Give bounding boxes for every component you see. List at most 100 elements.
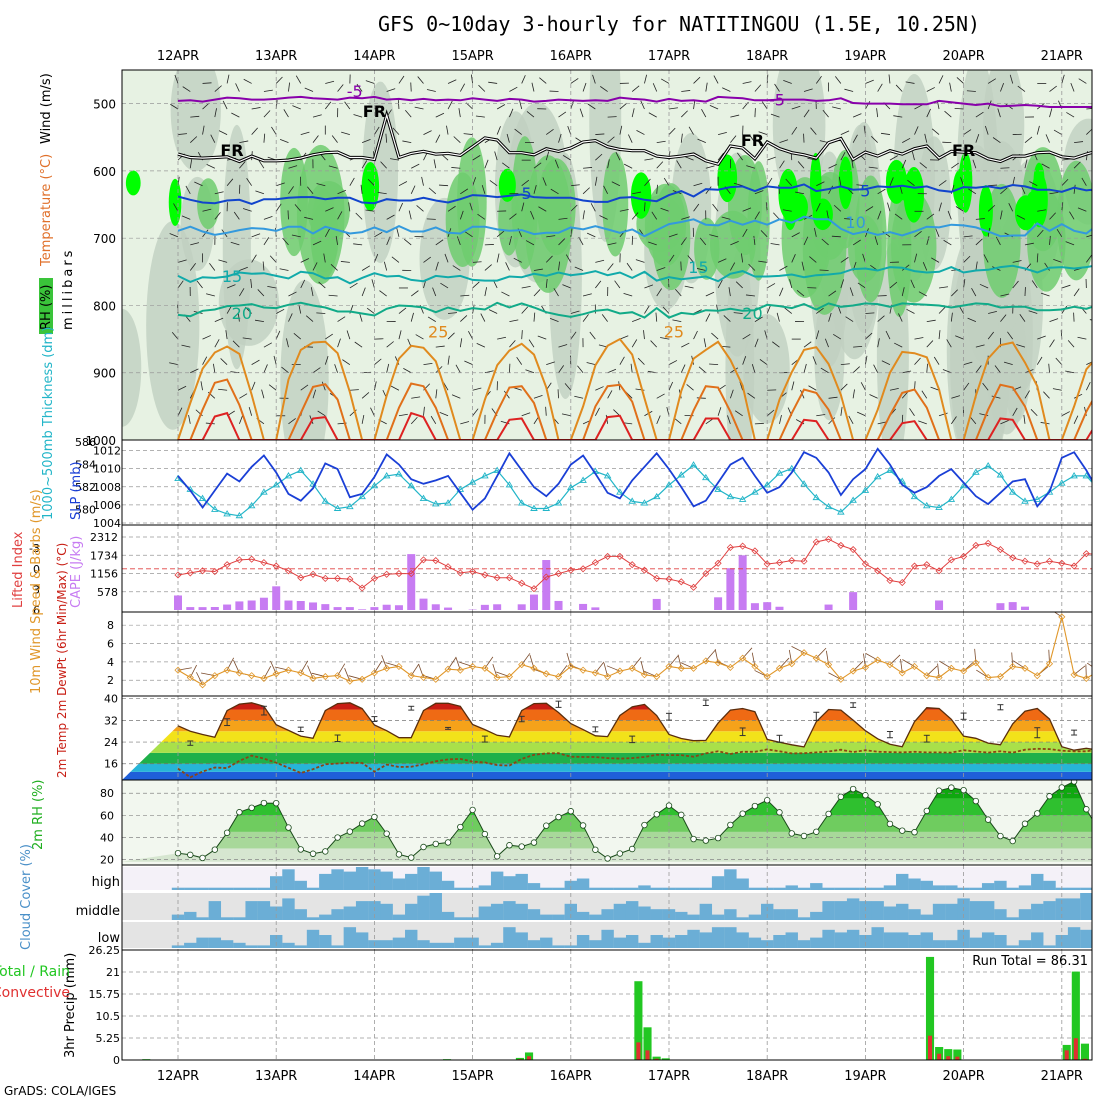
wind-speed-marker [886,661,894,669]
wind-barb [721,345,731,348]
wind-barb [1049,212,1056,220]
isotherm-line [177,337,1092,440]
wind-barb [415,334,424,340]
wind-barb [984,125,989,135]
li-marker [469,567,477,576]
cloud-bar [601,929,614,948]
rh-marker [273,799,280,807]
wind-barb [1086,234,1092,238]
wind-barb [472,387,482,391]
rh-marker [493,853,501,860]
wind-speed-marker [518,661,526,669]
rh-marker [444,839,452,846]
cloud-bar [822,901,835,920]
wind-barb [293,332,302,340]
wind-barb [592,74,596,84]
li-axis-label: Lifted Index [11,531,26,608]
wind-barb [680,237,687,246]
wind-barb [849,287,854,297]
cloud-bar [650,887,663,890]
temperature-line [177,702,1092,751]
cloud-bar [454,917,467,920]
wind-barb [734,410,743,417]
wind-barb [509,86,518,92]
wind-barb [190,136,198,143]
slp-marker [284,472,293,479]
wind-barb [766,177,773,186]
wind-barb [810,127,817,135]
li-marker [726,543,734,552]
wind-barb [862,253,866,263]
slp-marker [1058,479,1066,486]
rh-marker [862,792,869,799]
slp-marker [1045,488,1054,495]
wind-barb [885,330,891,340]
rh-marker [530,839,538,846]
wind-barb [410,312,414,322]
cloud-bar [490,942,504,948]
cloud-bar [429,893,442,920]
wind-barb [446,125,449,135]
wind-barb [218,388,228,391]
cloud-bar [981,901,995,920]
rh-marker [174,849,182,857]
wind-speed-marker [321,672,329,681]
wind-barb [749,135,756,143]
wind-barb [857,411,866,417]
wind-barb [686,384,694,391]
cloud-bar [233,887,246,890]
cloud-bar [896,903,909,920]
rh-saturated-blob [958,151,973,213]
wind-barb [546,128,554,135]
wind-speed-marker [677,664,685,672]
wind-barb [324,355,329,365]
rh-marker [1070,780,1078,785]
slp-marker [603,472,612,479]
cloud-bar [319,935,332,948]
wind-barb [214,317,224,322]
wind-barb [975,218,985,220]
wind-frame [121,611,1093,697]
slp-marker [296,466,305,473]
slp-marker [247,501,256,509]
rh-saturated-blob [978,185,993,237]
wind-barb [772,341,780,348]
cloud-bar [1043,880,1056,890]
wind-barb [938,180,947,187]
wind-barb [323,253,326,263]
rh-marker [358,820,366,827]
rh-marker [702,837,710,844]
wind-barb [722,87,731,92]
wind-barb [1023,414,1026,424]
cape-bar [333,607,342,610]
wind-barb [942,369,952,374]
wind-barb [416,205,424,212]
rh-marker [776,809,783,816]
wind-barb [730,241,739,246]
wind-barb [239,393,248,399]
cloud-bar [761,903,774,920]
cloud-bar [994,909,1007,920]
wind-barb [210,134,216,143]
slp-marker [505,481,514,488]
wind-barb [472,281,480,289]
rh-shade-blob [146,221,200,430]
rh-marker [260,799,268,807]
wind-tick-label: 4 [107,656,114,669]
wind-barb [737,152,743,161]
wind-barb [590,203,596,212]
wind-barb [428,187,437,195]
rh-marker [555,813,562,821]
wind-barb [447,79,457,84]
li-tick-label: -3 [29,542,40,555]
wind-barb [779,414,782,424]
rh-marker [825,810,832,818]
wind-speed-marker [616,667,624,675]
wind-speed-marker [726,663,734,671]
wind-barb [712,203,719,212]
slp-marker [1096,486,1100,491]
wind-barb [181,215,191,220]
wind-barb [558,365,565,373]
rh-shade-blob [725,247,755,440]
wind-barb [894,213,903,220]
